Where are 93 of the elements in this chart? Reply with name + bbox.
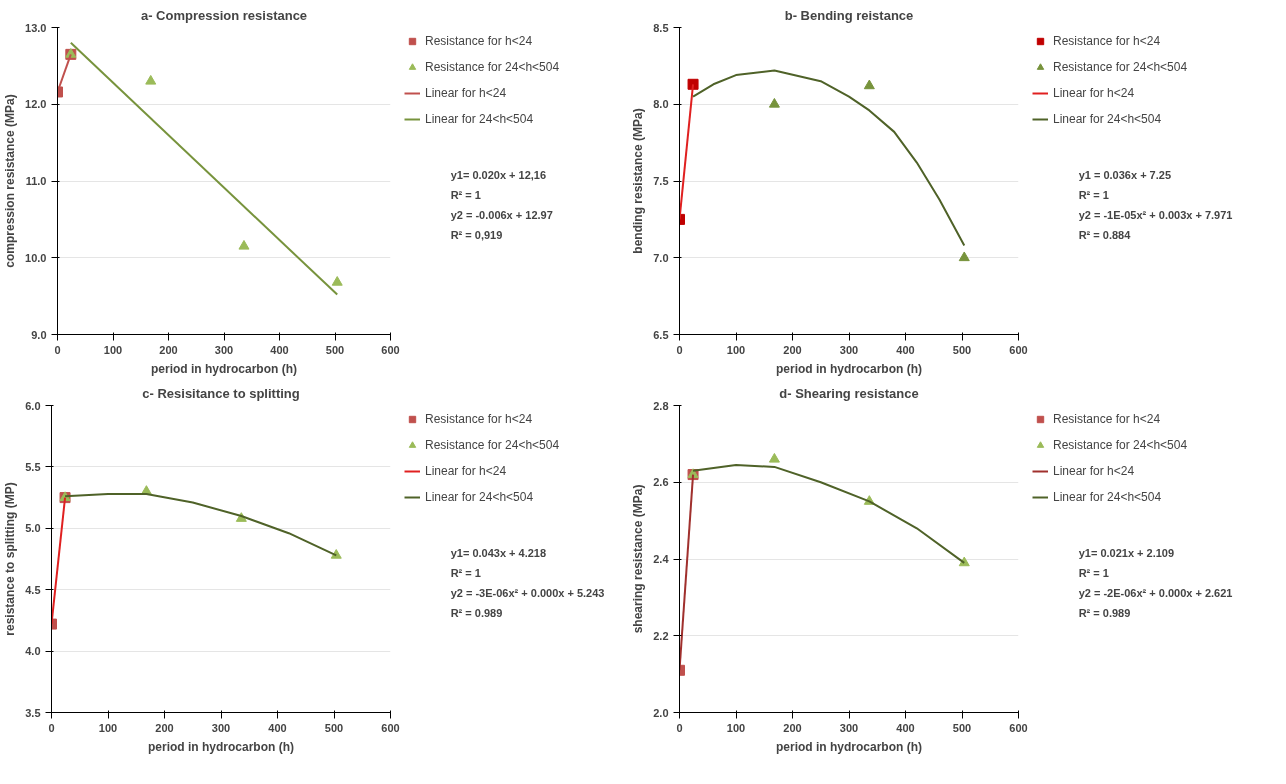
y-tick-label: 2.4 — [653, 553, 670, 565]
text: R² = 1 — [1078, 566, 1109, 579]
legend-label: Linear for 24<h<504 — [1053, 490, 1162, 504]
legend-label: Resistance for h<24 — [425, 34, 533, 48]
text: R² = 1 — [450, 566, 481, 579]
text: y1= 0.020x + 12,16 — [450, 169, 547, 181]
chart-title: d- Shearing resistance — [779, 385, 919, 401]
x-axis-title: period in hydrocarbon (h) — [151, 361, 297, 376]
x-tick-label: 600 — [1009, 721, 1028, 734]
text: y2 = -3E-06x² + 0.000x + 5.243 — [450, 586, 605, 599]
text: y2 = -0.006x + 12.97 — [450, 208, 553, 221]
text: R² = 0.989 — [450, 606, 503, 619]
x-tick-label: 500 — [325, 343, 345, 356]
y-tick-label: 7.0 — [653, 251, 669, 264]
x-tick-label: 500 — [324, 721, 344, 734]
y-tick-label: 5.5 — [25, 460, 41, 473]
x-tick-label: 300 — [214, 343, 234, 356]
x-tick-label: 200 — [783, 343, 802, 356]
y-tick-label: 7.5 — [653, 175, 669, 187]
y-tick-label: 13.0 — [25, 21, 47, 34]
x-tick-label: 500 — [952, 343, 972, 356]
y-tick-label: 8.5 — [653, 21, 669, 34]
y-tick-label: 2.8 — [653, 399, 669, 412]
legend-label: Linear for 24<h<504 — [425, 490, 534, 504]
legend-label: Resistance for 24<h<504 — [425, 438, 560, 452]
legend-label: Linear for h<24 — [1053, 464, 1135, 478]
text: R² = 1 — [1078, 188, 1109, 201]
y-tick-label: 2.6 — [653, 476, 669, 489]
x-tick-label: 200 — [159, 343, 178, 356]
y-tick-label: 10.0 — [25, 251, 47, 264]
y-tick-label: 4.0 — [25, 645, 41, 658]
chart-title: c- Resisitance to splitting — [142, 385, 300, 401]
x-tick-label: 500 — [952, 721, 972, 734]
text: y1 = 0.036x + 7.25 — [1078, 169, 1172, 181]
x-tick-label: 300 — [839, 343, 859, 356]
x-tick-label: 300 — [211, 721, 231, 734]
legend-label: Linear for h<24 — [1053, 86, 1135, 100]
y-tick-label: 2.0 — [653, 706, 669, 719]
legend-label: Resistance for 24<h<504 — [425, 60, 560, 74]
y-axis-title: resistance to splitting (MP) — [3, 482, 18, 636]
chart-title: b- Bending reistance — [784, 7, 914, 23]
x-axis-title: period in hydrocarbon (h) — [148, 739, 294, 754]
x-tick-label: 0 — [54, 343, 61, 356]
x-tick-label: 200 — [155, 721, 174, 734]
legend-label: Linear for 24<h<504 — [1053, 112, 1162, 126]
chart-title: a- Compression resistance — [140, 7, 308, 23]
x-tick-label: 0 — [676, 343, 683, 356]
y-tick-label: 6.0 — [25, 399, 41, 412]
x-tick-label: 400 — [270, 343, 289, 356]
y-tick-label: 12.0 — [25, 98, 47, 111]
x-tick-label: 0 — [676, 721, 683, 734]
x-tick-label: 600 — [381, 343, 400, 356]
text: R² = 1 — [450, 188, 481, 201]
x-tick-label: 600 — [1009, 343, 1028, 356]
legend-label: Resistance for 24<h<504 — [1053, 60, 1188, 74]
y-tick-label: 4.5 — [25, 583, 41, 596]
text: y1= 0.043x + 4.218 — [450, 547, 547, 559]
x-tick-label: 100 — [726, 721, 746, 734]
y-tick-label: 9.0 — [31, 328, 47, 341]
x-tick-label: 100 — [98, 721, 118, 734]
legend-label: Resistance for 24<h<504 — [1053, 438, 1188, 452]
legend-label: Linear for h<24 — [425, 86, 507, 100]
x-tick-label: 400 — [896, 343, 915, 356]
x-tick-label: 400 — [896, 721, 915, 734]
legend-label: Resistance for h<24 — [425, 412, 533, 426]
x-tick-label: 600 — [381, 721, 400, 734]
x-tick-label: 400 — [268, 721, 287, 734]
y-tick-label: 11.0 — [25, 175, 47, 187]
x-tick-label: 100 — [726, 343, 746, 356]
y-tick-label: 3.5 — [25, 706, 41, 719]
text: y2 = -2E-06x² + 0.000x + 2.621 — [1078, 586, 1233, 599]
text: R² = 0.884 — [1078, 228, 1132, 241]
text: R² = 0,919 — [450, 228, 503, 241]
y-tick-label: 2.2 — [653, 629, 669, 642]
legend-label: Linear for h<24 — [425, 464, 507, 478]
x-tick-label: 0 — [48, 721, 55, 734]
x-axis-title: period in hydrocarbon (h) — [776, 361, 922, 376]
y-axis-title: compression resistance (MPa) — [3, 94, 18, 268]
y-tick-label: 5.0 — [25, 522, 41, 535]
legend-label: Resistance for h<24 — [1053, 34, 1161, 48]
y-tick-label: 8.0 — [653, 98, 669, 111]
y-axis-title: shearing resistance (MPa) — [631, 484, 646, 634]
x-tick-label: 100 — [103, 343, 123, 356]
y-tick-label: 6.5 — [653, 328, 669, 341]
legend-label: Linear for 24<h<504 — [425, 112, 534, 126]
x-axis-title: period in hydrocarbon (h) — [776, 739, 922, 754]
text: y1= 0.021x + 2.109 — [1078, 547, 1175, 559]
y-axis-title: bending resistance (MPa) — [631, 108, 646, 254]
x-tick-label: 300 — [839, 721, 859, 734]
legend-label: Resistance for h<24 — [1053, 412, 1161, 426]
x-tick-label: 200 — [783, 721, 802, 734]
text: y2 = -1E-05x² + 0.003x + 7.971 — [1078, 208, 1233, 221]
text: R² = 0.989 — [1078, 606, 1131, 619]
